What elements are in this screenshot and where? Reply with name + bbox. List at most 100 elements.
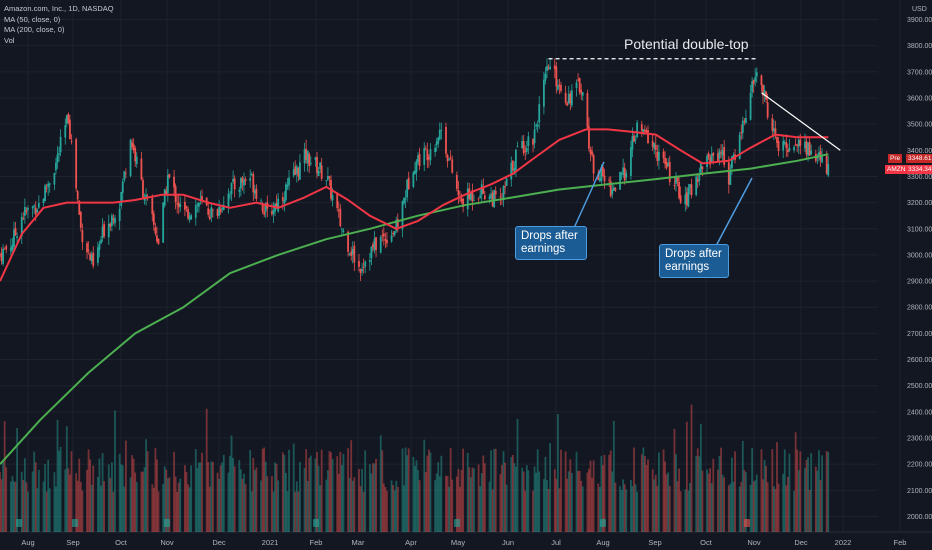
candle-body	[698, 173, 701, 181]
candle-body	[316, 156, 318, 174]
volume-bar	[553, 469, 556, 532]
volume-bar	[59, 446, 62, 532]
volume-bar	[558, 488, 561, 532]
candle-body	[592, 155, 595, 174]
candle-body	[589, 149, 592, 154]
volume-bar	[253, 470, 256, 532]
candle-body	[33, 205, 36, 207]
candle-body	[184, 201, 186, 210]
volume-bar	[656, 485, 659, 532]
volume-bar	[665, 474, 668, 532]
volume-bar	[330, 452, 332, 532]
candle-body	[793, 146, 795, 151]
y-tick-label: 3900.00	[907, 17, 932, 24]
candle-body	[143, 198, 146, 201]
candle-body	[581, 92, 584, 96]
volume-bar	[316, 451, 318, 532]
volume-bar	[536, 449, 539, 532]
candle-body	[555, 66, 558, 87]
volume-bar	[645, 464, 648, 532]
y-tick-label: 2200.00	[907, 462, 932, 469]
ma200-line	[0, 153, 829, 465]
candle-body	[154, 227, 157, 234]
candle-body	[176, 203, 179, 205]
candle-body	[455, 175, 458, 189]
candle-body	[752, 79, 755, 85]
candle-body	[403, 197, 405, 204]
candle-body	[98, 244, 101, 250]
volume-bar	[438, 476, 441, 532]
volume-bar	[326, 470, 329, 532]
volume-bar	[340, 465, 343, 532]
candle-body	[755, 72, 758, 77]
volume-bar	[25, 482, 28, 532]
earnings-callout-2: Drops after earnings	[659, 244, 729, 278]
volume-bar	[243, 473, 245, 532]
candle-body	[121, 181, 124, 193]
volume-bar	[188, 487, 191, 532]
candle-body	[396, 219, 399, 227]
earnings-callout-1: Drops after earnings	[515, 226, 587, 260]
volume-bar	[350, 440, 353, 532]
volume-bar	[222, 454, 225, 532]
candle-body	[564, 92, 567, 103]
volume-bar	[418, 480, 421, 532]
volume-bar	[698, 456, 701, 532]
volume-bar	[794, 432, 797, 532]
candle-body	[513, 168, 516, 172]
volume-bar	[27, 491, 29, 532]
candle-body	[373, 238, 376, 251]
volume-bar	[218, 478, 221, 532]
volume-bar	[504, 462, 506, 532]
volume-bar	[782, 473, 785, 532]
candle-body	[510, 162, 513, 180]
volume-bar	[154, 448, 157, 532]
y-tick-label: 3600.00	[907, 95, 932, 102]
candle-body	[653, 143, 656, 149]
volume-bar	[281, 452, 284, 532]
volume-bar	[685, 421, 688, 532]
x-tick-label: Apr	[405, 538, 417, 547]
volume-bar	[264, 461, 267, 532]
volume-bar	[275, 463, 278, 532]
candle-body	[597, 173, 600, 180]
candle-body	[303, 149, 306, 164]
candle-body	[727, 162, 730, 185]
candle-body	[668, 161, 671, 182]
candle-body	[131, 142, 133, 147]
candle-body	[381, 235, 384, 237]
volume-bar	[362, 491, 365, 532]
x-tick-label: Aug	[596, 538, 609, 547]
candle-body	[9, 247, 12, 252]
candle-body	[79, 211, 82, 228]
volume-bar	[473, 468, 475, 532]
volume-bar	[609, 450, 612, 532]
candle-body	[504, 186, 506, 188]
volume-bar	[112, 491, 115, 532]
candle-body	[249, 178, 252, 182]
candle-body	[351, 248, 354, 255]
candle-body	[631, 136, 634, 150]
volume-bar	[589, 460, 592, 532]
candle-body	[588, 126, 590, 149]
volume-bar	[690, 404, 693, 532]
candle-body	[690, 184, 693, 196]
candle-body	[614, 187, 617, 191]
volume-bar	[630, 480, 632, 532]
candle-body	[306, 150, 309, 164]
candle-body	[469, 192, 472, 200]
volume-bar	[16, 428, 18, 532]
volume-bar	[67, 468, 70, 532]
candle-body	[163, 189, 166, 206]
volume-bar	[44, 463, 46, 532]
candle-body	[664, 158, 667, 164]
candle-body	[168, 173, 171, 178]
volume-bar	[760, 449, 763, 532]
volume-bar	[53, 472, 56, 532]
volume-bar	[427, 449, 430, 532]
earnings-callout-1-line1: Drops after	[521, 230, 578, 242]
volume-bar	[560, 449, 562, 532]
volume-bar	[165, 469, 168, 532]
volume-bar	[207, 462, 210, 532]
